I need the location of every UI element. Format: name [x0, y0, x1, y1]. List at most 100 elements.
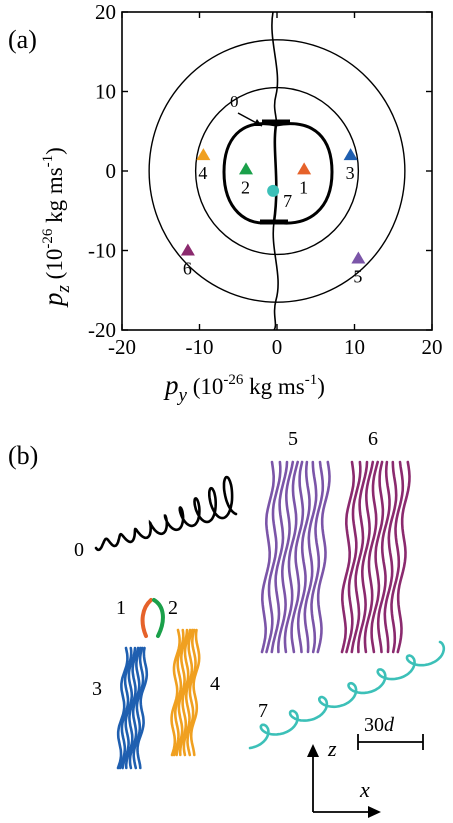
x-tick-label: 10	[344, 335, 365, 359]
point-1: 1	[297, 162, 312, 197]
traj5-strand	[310, 460, 325, 654]
traj5-strand	[290, 460, 305, 654]
trajectory-2	[152, 598, 165, 638]
trajectory-1	[140, 598, 153, 638]
point-label: 2	[241, 177, 250, 197]
point-marker	[267, 184, 280, 197]
panel-a-label: (a)	[8, 25, 37, 54]
z-axis-label: z	[327, 736, 337, 761]
point-6: 6	[180, 243, 195, 279]
point-7: 7	[267, 184, 292, 211]
data-points: 1 2 3 4 5 6 7	[180, 148, 366, 286]
x-axis-label: py (10-26 kg ms-1)	[163, 370, 325, 406]
x-tick-label: -10	[186, 335, 214, 359]
contour-circle-2	[148, 39, 406, 303]
traj5-strand	[260, 460, 276, 654]
y-axis-label: pz (10-26 kg ms-1)	[38, 147, 74, 308]
traj5-strand	[303, 460, 318, 654]
y-tick-label: 20	[95, 0, 116, 24]
traj4-strand	[175, 628, 189, 757]
traj5-strand	[283, 460, 299, 654]
trajectory-0	[94, 475, 238, 552]
point-label: 6	[183, 259, 192, 279]
trajectory-3	[116, 646, 149, 770]
x-tick-label: -20	[108, 335, 136, 359]
trajectory-label-5: 5	[288, 428, 298, 450]
trajectory-label-4: 4	[210, 673, 220, 695]
y-tick-label: 10	[95, 80, 116, 104]
traj6-strand	[363, 460, 379, 654]
panel-b-label: (b)	[8, 441, 38, 470]
arrow-marker-0: 0	[230, 92, 263, 127]
traj5-strand	[276, 460, 295, 654]
traj5-strand	[316, 460, 331, 654]
traj3-strand	[116, 646, 129, 770]
traj5-strand	[270, 460, 289, 654]
traj4-strand	[170, 628, 181, 757]
point-marker	[196, 148, 211, 161]
trajectory-label-2: 2	[168, 597, 178, 619]
traj4-strand	[182, 628, 194, 757]
traj4-strand	[189, 628, 201, 757]
traj6-strand	[345, 460, 362, 654]
traj6-strand	[370, 460, 385, 654]
separatrix-curve	[222, 12, 334, 330]
scale-bar: 30d	[357, 714, 424, 750]
momentum-plot: -20 -10 0 10 20 20 10 0 -10 -20 0 1 2 3 4 5 6 7 py (10…	[38, 0, 443, 406]
traj3-strand	[121, 646, 137, 770]
point-marker	[239, 162, 253, 175]
y-tick-label: -10	[88, 239, 116, 263]
point-2: 2	[239, 162, 253, 197]
point-marker	[297, 162, 312, 175]
traj6-strand	[376, 460, 391, 654]
traj6-strand	[383, 460, 398, 654]
point-label: 7	[283, 191, 292, 211]
traj4-strand	[178, 628, 192, 757]
point-marker	[343, 148, 358, 161]
traj5-strand	[296, 460, 311, 654]
traj6-strand	[350, 460, 369, 654]
traj6-strand	[356, 460, 375, 654]
traj3-strand	[128, 646, 142, 770]
trajectory-label-7: 7	[258, 700, 268, 722]
trajectory-5	[260, 460, 331, 654]
traj3-strand	[118, 646, 133, 770]
traj3-strand	[136, 646, 149, 770]
traj4-strand	[186, 628, 197, 757]
traj3-strand	[124, 646, 140, 770]
trajectory-label-3: 3	[92, 678, 102, 700]
x-tick-label: 0	[272, 335, 283, 359]
traj6-strand	[396, 460, 411, 654]
trajectory-label-6: 6	[368, 428, 378, 450]
x-axis-indicator-label: x	[359, 777, 370, 802]
point-label: 4	[198, 163, 207, 183]
y-tick-label: -20	[88, 318, 116, 342]
point-label: 1	[299, 177, 308, 197]
trajectory-6	[340, 460, 411, 654]
arrow-label-0: 0	[230, 92, 239, 111]
scale-bar-label: 30d	[364, 714, 395, 736]
point-4: 4	[196, 148, 211, 183]
point-marker	[351, 251, 366, 264]
point-label: 5	[353, 266, 362, 286]
traj6-strand	[340, 460, 356, 654]
traj6-strand	[390, 460, 405, 654]
trajectory-label-0: 0	[74, 539, 84, 561]
trajectory-4	[170, 628, 201, 757]
point-3: 3	[343, 148, 358, 183]
y-tick-label: 0	[106, 159, 117, 183]
x-tick-label: 20	[422, 335, 443, 359]
axes-indicator: z x	[307, 736, 381, 818]
point-5: 5	[351, 251, 366, 286]
point-marker	[180, 243, 195, 256]
trajectory-7	[248, 640, 446, 750]
traj5-strand	[265, 460, 282, 654]
x-axis-ticks: -20 -10 0 10 20	[108, 12, 443, 359]
trajectory-label-1: 1	[116, 597, 126, 619]
trajectory-panel: 0 1 2 3 4 5 6 7 30d z	[74, 428, 446, 818]
traj4-strand	[172, 628, 185, 757]
traj3-strand	[132, 646, 145, 770]
point-label: 3	[346, 163, 355, 183]
